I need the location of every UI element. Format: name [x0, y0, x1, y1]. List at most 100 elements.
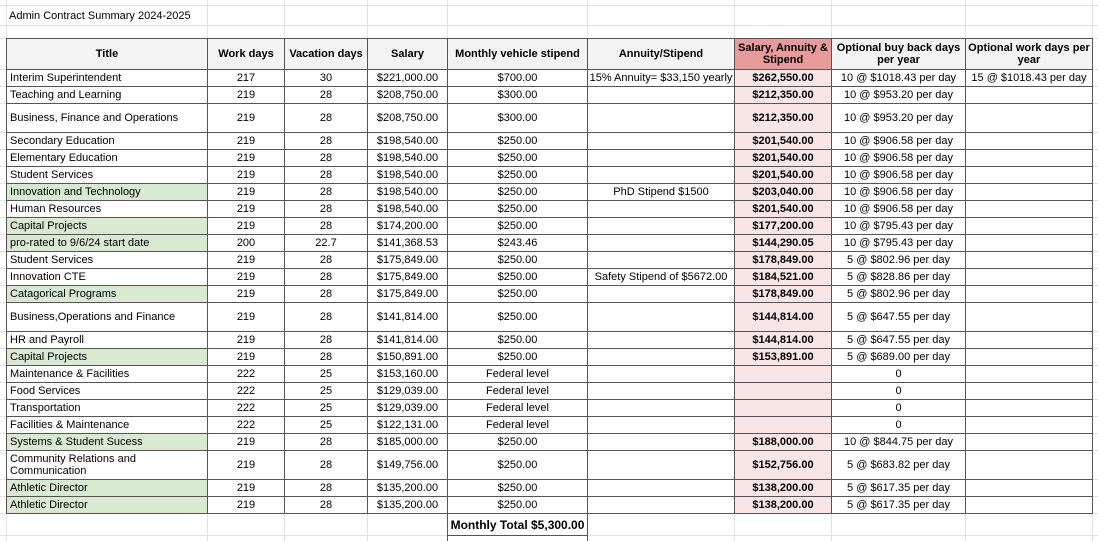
cell — [965, 399, 1093, 417]
cell: 25 — [284, 382, 368, 400]
cell: $141,368.53 — [367, 234, 448, 252]
cell: PhD Stipend $1500 — [587, 183, 735, 201]
cell: 5 @ $683.82 per day — [831, 450, 966, 480]
cell: $141,814.00 — [367, 331, 448, 349]
cell — [965, 86, 1093, 104]
cell: 10 @ $906.58 per day — [831, 149, 966, 167]
cell — [965, 217, 1093, 235]
cell: $208,750.00 — [367, 103, 448, 133]
cell: $250.00 — [447, 268, 588, 286]
cell: $144,290.05 — [734, 234, 832, 252]
cell: 219 — [207, 331, 285, 349]
cell: 217 — [207, 69, 285, 87]
cell: $141,814.00 — [367, 302, 448, 332]
cell: 222 — [207, 416, 285, 434]
cell: 5 @ $802.96 per day — [831, 285, 966, 303]
row-title: Teaching and Learning — [6, 86, 208, 104]
cell: 5 @ $647.55 per day — [831, 331, 966, 349]
cell — [965, 132, 1093, 150]
column-header: Optional buy back days per year — [831, 38, 966, 70]
cell: 5 @ $647.55 per day — [831, 302, 966, 332]
cell: $250.00 — [447, 166, 588, 184]
cell — [587, 86, 735, 104]
cell: 28 — [284, 149, 368, 167]
cell: 28 — [284, 217, 368, 235]
column-header: Vacation days — [284, 38, 368, 70]
cell — [587, 348, 735, 366]
row-title: Athletic Director — [6, 479, 208, 497]
cell: $243.46 — [447, 234, 588, 252]
grid-line — [0, 25, 1098, 26]
cell: 15 @ $1018.43 per day — [965, 69, 1093, 87]
row-title: Student Services — [6, 251, 208, 269]
cell: 10 @ $953.20 per day — [831, 103, 966, 133]
cell: 28 — [284, 166, 368, 184]
cell: 10 @ $844.75 per day — [831, 433, 966, 451]
cell: 10 @ $906.58 per day — [831, 132, 966, 150]
cell: 219 — [207, 166, 285, 184]
cell — [587, 166, 735, 184]
sheet-title: Admin Contract Summary 2024-2025 — [9, 9, 191, 22]
column-header: Salary, Annuity & Stipend — [734, 38, 832, 70]
cell: 22.7 — [284, 234, 368, 252]
cell: 5 @ $689.00 per day — [831, 348, 966, 366]
cell — [965, 302, 1093, 332]
cell: $198,540.00 — [367, 200, 448, 218]
cell: 10 @ $906.58 per day — [831, 200, 966, 218]
cell — [734, 399, 832, 417]
cell: Safety Stipend of $5672.00 — [587, 268, 735, 286]
cell: $178,849.00 — [734, 285, 832, 303]
cell: 10 @ $795.43 per day — [831, 234, 966, 252]
cell: $208,750.00 — [367, 86, 448, 104]
cell: 0 — [831, 416, 966, 434]
cell: 219 — [207, 479, 285, 497]
cell: 222 — [207, 399, 285, 417]
cell — [587, 217, 735, 235]
cell: 28 — [284, 348, 368, 366]
cell: 28 — [284, 268, 368, 286]
cell: Federal level — [447, 416, 588, 434]
cell: $138,200.00 — [734, 479, 832, 497]
column-header: Annuity/Stipend — [587, 38, 735, 70]
cell: $250.00 — [447, 183, 588, 201]
cell — [965, 365, 1093, 383]
cell: 222 — [207, 382, 285, 400]
cell: Federal level — [447, 365, 588, 383]
cell: $144,814.00 — [734, 302, 832, 332]
cell: $250.00 — [447, 251, 588, 269]
cell: $201,540.00 — [734, 166, 832, 184]
cell: 222 — [207, 365, 285, 383]
cell: $212,350.00 — [734, 103, 832, 133]
cell: 219 — [207, 251, 285, 269]
row-title: Human Resources — [6, 200, 208, 218]
cell — [965, 166, 1093, 184]
cell: 25 — [284, 399, 368, 417]
row-title: Transportation — [6, 399, 208, 417]
total-cell: Monthly Total $5,300.00 — [447, 513, 588, 536]
cell: $300.00 — [447, 86, 588, 104]
cell: 28 — [284, 479, 368, 497]
cell — [587, 285, 735, 303]
row-title: HR and Payroll — [6, 331, 208, 349]
cell: $153,160.00 — [367, 365, 448, 383]
cell: $221,000.00 — [367, 69, 448, 87]
cell: $135,200.00 — [367, 479, 448, 497]
cell: $212,350.00 — [734, 86, 832, 104]
cell: 219 — [207, 103, 285, 133]
cell — [965, 268, 1093, 286]
cell: 30 — [284, 69, 368, 87]
cell — [587, 496, 735, 514]
row-title: Business, Finance and Operations — [6, 103, 208, 133]
row-title: Interim Superintendent — [6, 69, 208, 87]
cell: 219 — [207, 285, 285, 303]
cell: 219 — [207, 348, 285, 366]
cell — [965, 200, 1093, 218]
cell: $250.00 — [447, 479, 588, 497]
cell — [965, 285, 1093, 303]
cell: 28 — [284, 200, 368, 218]
cell: 5 @ $802.96 per day — [831, 251, 966, 269]
cell: 10 @ $795.43 per day — [831, 217, 966, 235]
cell: $250.00 — [447, 132, 588, 150]
cell: 28 — [284, 450, 368, 480]
